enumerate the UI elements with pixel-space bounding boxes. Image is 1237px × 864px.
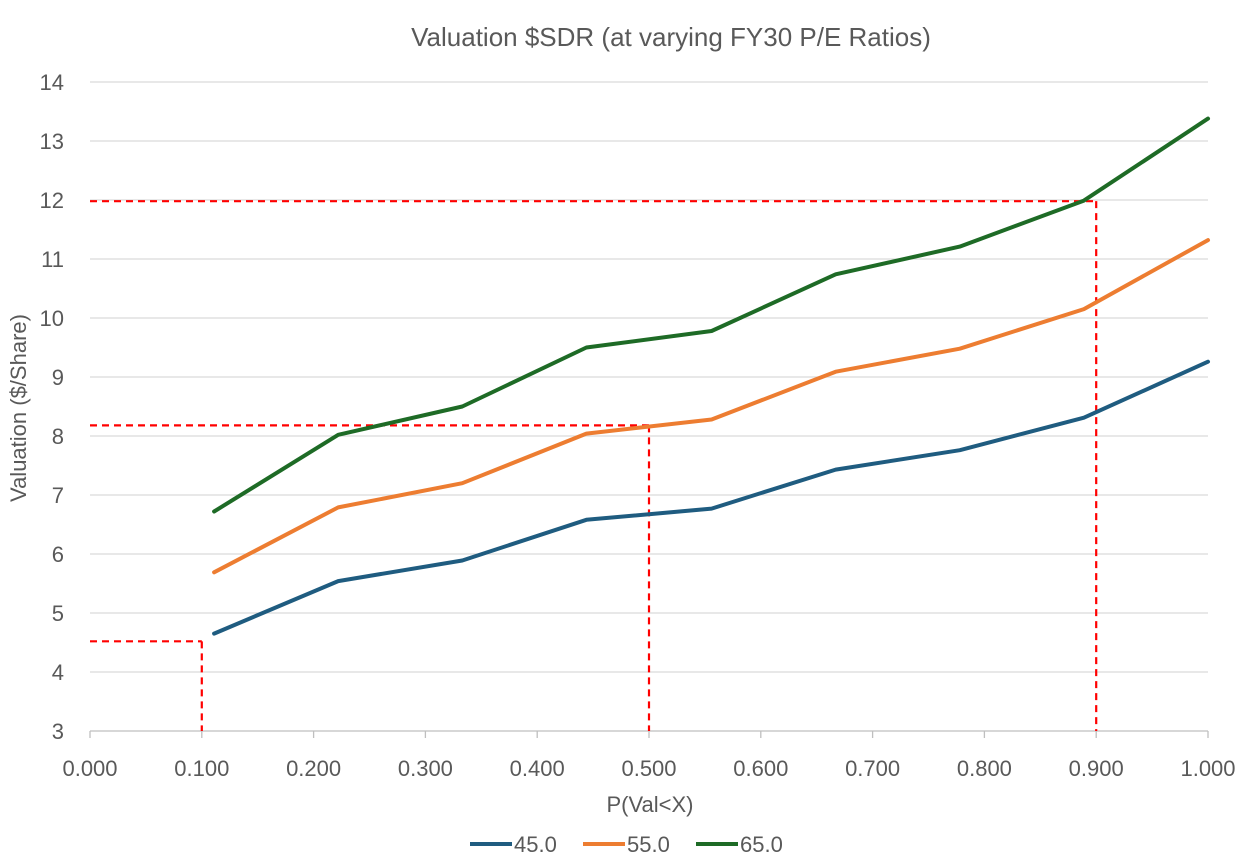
y-tick-label: 7	[52, 483, 64, 508]
y-tick-label: 5	[52, 601, 64, 626]
x-tick-label: 0.900	[1069, 756, 1124, 781]
legend-label: 45.0	[514, 832, 557, 857]
x-tick-label: 0.700	[845, 756, 900, 781]
x-tick-label: 1.000	[1180, 756, 1235, 781]
x-axis-label: P(Val<X)	[606, 792, 693, 817]
x-tick-label: 0.500	[621, 756, 676, 781]
chart-title: Valuation $SDR (at varying FY30 P/E Rati…	[411, 22, 931, 52]
x-tick-label: 0.600	[733, 756, 788, 781]
y-tick-label: 9	[52, 365, 64, 390]
x-axis-ticks: 0.000 0.100 0.200 0.300 0.400 0.500 0.600 0.700…	[62, 756, 1235, 781]
y-axis-ticks: 3 4 5 6 7 8 9 10 11 12 13 14	[40, 70, 64, 744]
legend-label: 55.0	[627, 832, 670, 857]
y-tick-label: 14	[40, 70, 64, 95]
y-tick-label: 4	[52, 660, 64, 685]
legend: 45.0 55.0 65.0	[470, 832, 783, 857]
y-axis-label: Valuation ($/Share)	[6, 314, 31, 502]
red-guide-lines	[90, 200, 1098, 731]
x-tick-label: 0.200	[286, 756, 341, 781]
series-line-55.0	[212, 238, 1210, 575]
x-tick-label: 0.000	[62, 756, 117, 781]
y-tick-label: 13	[40, 129, 64, 154]
x-tick-label: 0.800	[957, 756, 1012, 781]
gridlines	[89, 81, 1209, 738]
y-tick-label: 3	[52, 719, 64, 744]
y-tick-label: 11	[41, 247, 64, 272]
legend-label: 65.0	[740, 832, 783, 857]
x-tick-label: 0.300	[398, 756, 453, 781]
x-tick-label: 0.100	[174, 756, 229, 781]
y-tick-label: 6	[52, 542, 64, 567]
y-tick-label: 10	[40, 306, 64, 331]
series-line-65.0	[212, 116, 1210, 514]
y-tick-label: 12	[40, 188, 64, 213]
series-line-45.0	[212, 359, 1210, 636]
data-series	[212, 116, 1210, 636]
y-tick-label: 8	[52, 424, 64, 449]
x-tick-label: 0.400	[510, 756, 565, 781]
